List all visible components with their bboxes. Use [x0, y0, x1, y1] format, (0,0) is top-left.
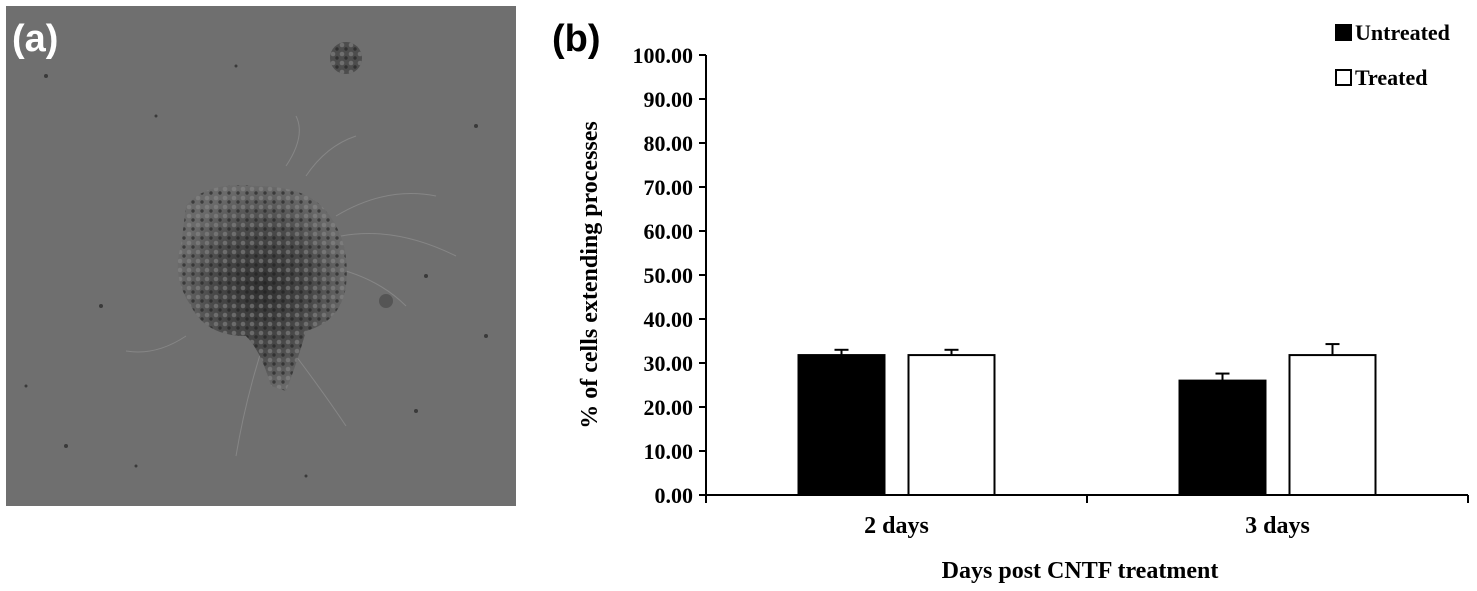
- y-tick-label: 100.00: [633, 43, 694, 68]
- y-tick-label: 10.00: [644, 439, 694, 464]
- bar-treated-1: [907, 354, 996, 496]
- y-tick-label: 60.00: [644, 219, 694, 244]
- y-tick-label: 20.00: [644, 395, 694, 420]
- y-tick-label: 50.00: [644, 263, 694, 288]
- micrograph-image: [6, 6, 516, 506]
- y-tick-label: 30.00: [644, 351, 694, 376]
- y-tick-label: 80.00: [644, 131, 694, 156]
- panel-label-a: (a): [12, 18, 59, 60]
- bar-untreated-1: [797, 354, 886, 496]
- legend-swatch-untreated: [1335, 24, 1352, 41]
- legend-label-untreated: Untreated: [1355, 20, 1450, 45]
- y-tick-label: 70.00: [644, 175, 694, 200]
- panel-label-b: (b): [552, 18, 601, 60]
- legend-swatch-treated: [1335, 69, 1352, 86]
- y-axis-title: % of cells extending processes: [577, 121, 603, 429]
- legend-label-treated: Treated: [1355, 65, 1428, 90]
- x-tick-label: 3 days: [1245, 513, 1310, 539]
- y-tick-label: 40.00: [644, 307, 694, 332]
- x-axis-title: Days post CNTF treatment: [942, 558, 1219, 584]
- y-tick-label: 90.00: [644, 87, 694, 112]
- bar-untreated-2: [1178, 379, 1267, 497]
- x-tick-label: 2 days: [864, 513, 929, 539]
- bar-treated-2: [1288, 354, 1377, 496]
- y-tick-label: 0.00: [655, 483, 694, 508]
